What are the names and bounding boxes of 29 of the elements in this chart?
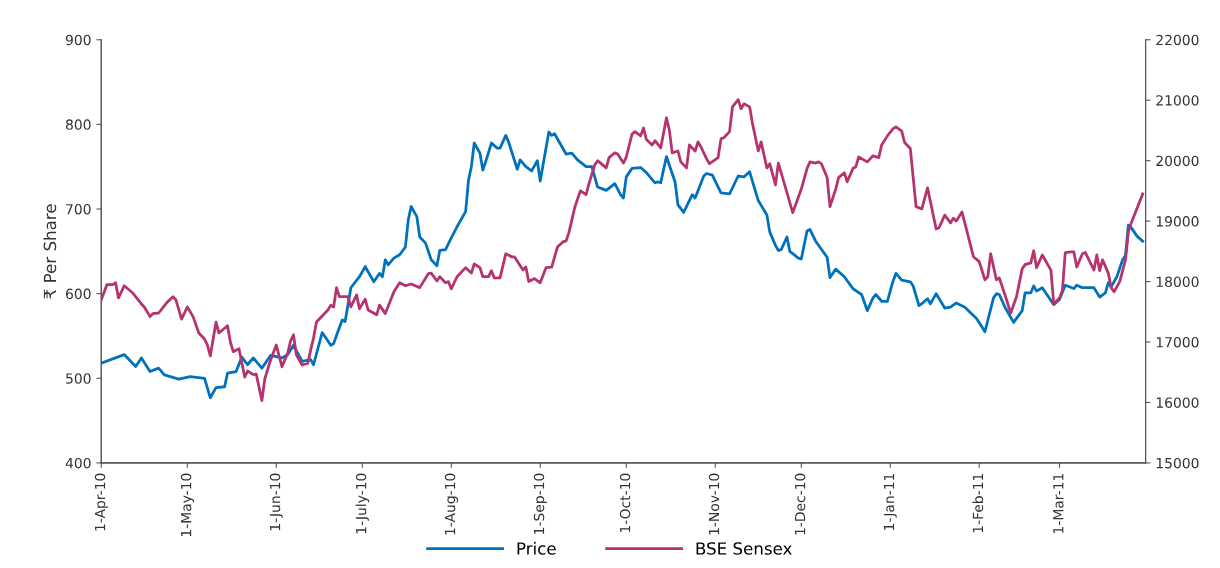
x-tick-label: 1-Apr-10 [94, 473, 108, 531]
x-tick-label: 1-Aug-10 [444, 473, 458, 535]
y-tick-label: 800 [65, 119, 91, 130]
x-tick-label: 1-Mar-11 [1053, 473, 1064, 533]
x-tick-label: 1-Oct-10 [619, 473, 631, 533]
y-tick-label: 600 [66, 288, 91, 300]
x-tick-label: 1-May-10 [180, 473, 195, 537]
x-tick-label: 1-Sep-10 [533, 473, 547, 534]
y-tick-label: 400 [65, 457, 91, 469]
y2-tick-label: 22000 [1156, 34, 1199, 46]
x-tick-label: 1-Jun-10 [269, 473, 283, 531]
y-tick-label: 500 [66, 373, 91, 384]
x-tick-label: 1-Feb-11 [972, 473, 984, 533]
y-tick-label: 700 [66, 203, 91, 215]
y2-tick-label: 20000 [1156, 155, 1199, 167]
x-tick-label: 1-Nov-10 [708, 473, 720, 535]
y2-tick-label: 19000 [1156, 216, 1199, 227]
y-tick-label: 900 [65, 34, 91, 46]
y2-tick-label: 16000 [1156, 397, 1199, 408]
y-axis-title: ₹ Per Share [43, 204, 57, 299]
y2-tick-label: 15000 [1156, 457, 1199, 469]
y2-tick-label: 21000 [1156, 95, 1199, 106]
x-tick-label: 1-Dec-10 [794, 473, 806, 535]
x-tick-label: 1-July-10 [355, 473, 370, 534]
x-tick-label: 1-Jan-11 [883, 473, 897, 530]
legend-label: BSE Sensex [696, 542, 792, 555]
y2-tick-label: 17000 [1156, 336, 1199, 348]
legend-label: Price [517, 541, 556, 555]
y2-tick-label: 18000 [1156, 276, 1199, 288]
